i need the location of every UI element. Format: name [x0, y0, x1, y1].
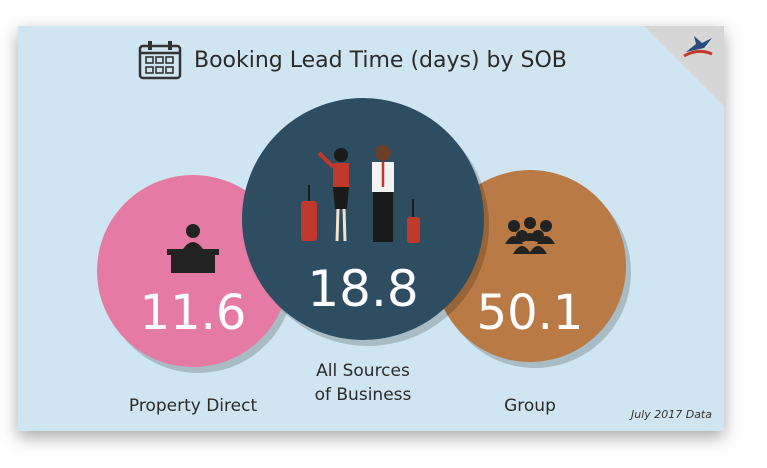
- bubble-chart: 11.6 Property Direct 18.8 All Sources of Bus…: [97, 98, 631, 416]
- data-footnote: July 2017 Data: [630, 408, 712, 421]
- category-label: All Sources: [316, 361, 410, 381]
- group-icon: [505, 217, 555, 254]
- calendar-icon: [138, 41, 182, 80]
- category-label: of Business: [315, 385, 412, 405]
- value-label: 50.1: [477, 285, 584, 341]
- travelers-icon: [301, 145, 420, 243]
- bubble-all-sources-of-business: [242, 98, 484, 340]
- category-label: Group: [504, 396, 556, 416]
- infographic-card: Booking Lead Time (days) by SOB 11.6 Prop…: [18, 26, 724, 431]
- chart-title: Booking Lead Time (days) by SOB: [194, 47, 567, 73]
- category-label: Property Direct: [129, 396, 258, 416]
- bird-logo-icon: [683, 36, 713, 58]
- value-label: 18.8: [307, 260, 418, 318]
- chart-title-row: Booking Lead Time (days) by SOB: [138, 40, 567, 80]
- value-label: 11.6: [140, 285, 247, 341]
- desk-person-icon: [167, 224, 219, 273]
